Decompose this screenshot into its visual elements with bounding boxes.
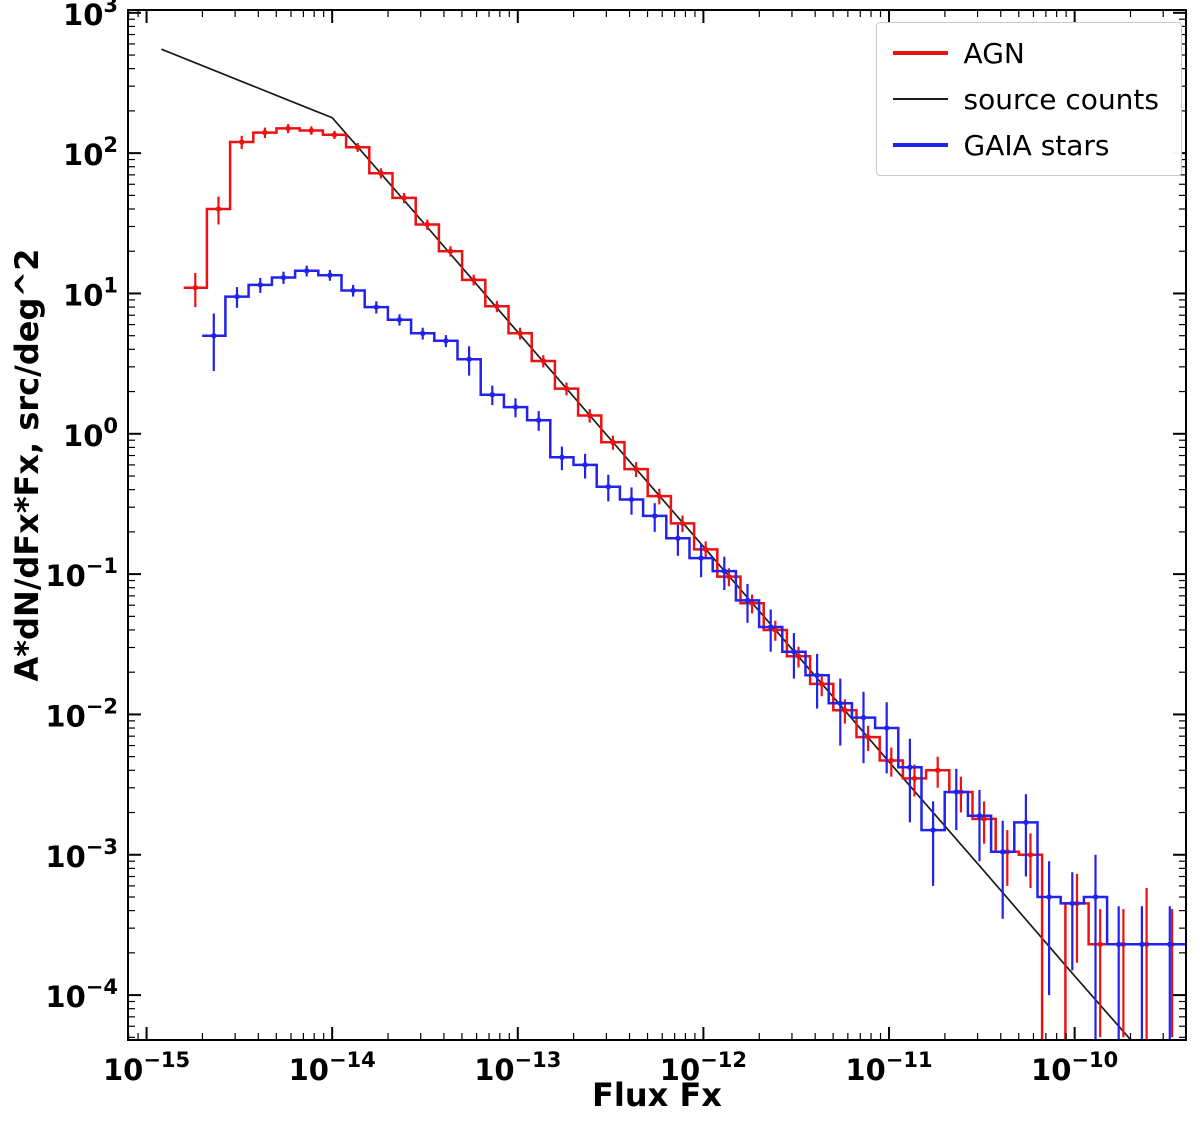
legend-label-source-counts: source counts [963, 82, 1159, 116]
svg-text:101: 101 [63, 273, 118, 312]
gaia-stars-line-sample-icon [892, 143, 948, 147]
svg-text:10−14: 10−14 [289, 1048, 376, 1087]
legend-label-agn: AGN [963, 36, 1025, 70]
svg-text:10−15: 10−15 [103, 1048, 190, 1087]
legend-item-source-counts: source counts [892, 81, 1159, 117]
legend-item-agn: AGN [892, 35, 1159, 71]
svg-text:10−1: 10−1 [45, 554, 118, 593]
svg-text:10−11: 10−11 [845, 1048, 932, 1087]
agn-line-sample-icon [892, 51, 948, 55]
legend-item-gaia-stars: GAIA stars [892, 127, 1159, 163]
y-axis-label: A*dN/dFx*Fx, src/deg^2 [8, 248, 46, 682]
svg-text:10−4: 10−4 [45, 975, 118, 1014]
source-counts-line-sample-icon [892, 98, 948, 100]
x-axis-label: Flux Fx [592, 1076, 722, 1114]
svg-text:10−2: 10−2 [45, 694, 118, 733]
svg-text:102: 102 [63, 133, 118, 172]
svg-text:10−13: 10−13 [474, 1048, 561, 1087]
svg-text:10−12: 10−12 [660, 1048, 747, 1087]
legend-label-gaia-stars: GAIA stars [963, 128, 1110, 162]
svg-text:103: 103 [63, 0, 118, 32]
svg-text:10−10: 10−10 [1031, 1048, 1118, 1087]
svg-text:10−3: 10−3 [45, 835, 118, 874]
svg-text:100: 100 [63, 414, 118, 453]
legend: AGN source counts GAIA stars [875, 22, 1182, 176]
